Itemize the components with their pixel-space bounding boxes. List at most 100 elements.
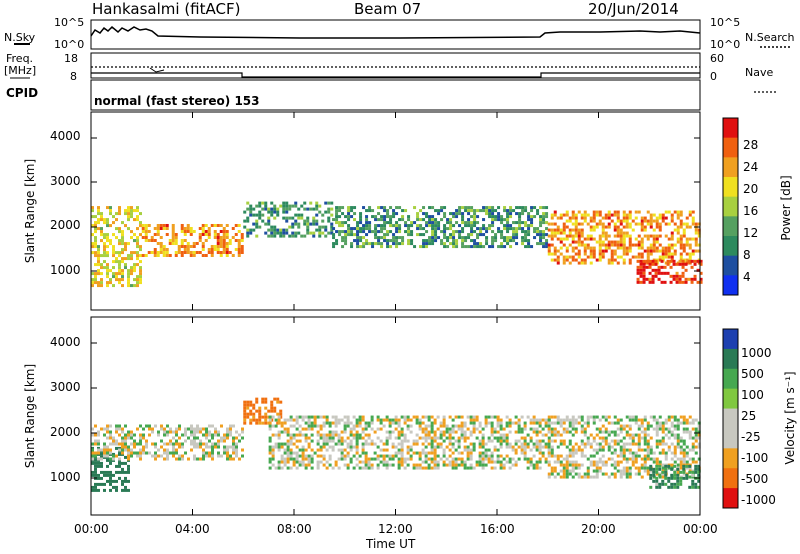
heatmap-cell: [421, 415, 425, 419]
heatmap-cell: [524, 245, 528, 249]
heatmap-cell: [127, 479, 130, 483]
heatmap-cell: [655, 467, 659, 471]
heatmap-cell: [697, 442, 701, 446]
heatmap-cell: [175, 442, 178, 446]
heatmap-cell: [365, 221, 369, 225]
heatmap-cell: [458, 209, 462, 213]
heatmap-cell: [386, 221, 390, 225]
heatmap-cell: [503, 224, 507, 228]
heatmap-cell: [526, 457, 530, 461]
heatmap-cell: [538, 418, 542, 422]
heatmap-cell: [171, 229, 175, 233]
heatmap-cell: [499, 460, 503, 464]
freq-tick-bottom: 8: [70, 70, 77, 83]
heatmap-cell: [643, 427, 647, 431]
heatmap-cell: [550, 216, 554, 220]
heatmap-cell: [157, 454, 160, 458]
heatmap-cell: [595, 475, 599, 479]
heatmap-cell: [628, 448, 632, 452]
heatmap-cell: [691, 457, 695, 461]
heatmap-cell: [418, 436, 422, 440]
heatmap-cell: [628, 240, 632, 244]
heatmap-cell: [283, 430, 287, 434]
heatmap-cell: [310, 424, 314, 428]
heatmap-cell: [103, 482, 106, 486]
heatmap-cell: [437, 236, 441, 240]
heatmap-cell: [458, 236, 462, 240]
heatmap-cell: [136, 263, 139, 267]
heatmap-cell: [291, 204, 295, 208]
heatmap-cell: [542, 245, 546, 249]
heatmap-cell: [136, 278, 139, 282]
heatmap-cell: [136, 242, 139, 246]
heatmap-cell: [430, 415, 434, 419]
heatmap-cell: [112, 479, 115, 483]
heatmap-cell: [364, 463, 368, 467]
heatmap-cell: [350, 209, 354, 213]
heatmap-cell: [694, 451, 698, 455]
heatmap-cell: [316, 460, 320, 464]
heatmap-cell: [628, 442, 632, 446]
heatmap-cell: [337, 418, 341, 422]
heatmap-cell: [539, 230, 543, 234]
heatmap-cell: [419, 218, 423, 222]
heatmap-cell: [568, 460, 572, 464]
heatmap-cell: [652, 228, 656, 232]
heatmap-cell: [106, 239, 109, 243]
heatmap-cell: [442, 418, 446, 422]
heatmap-cell: [637, 448, 641, 452]
heatmap-cell: [604, 234, 608, 238]
heatmap-cell: [475, 418, 479, 422]
heatmap-cell: [463, 466, 467, 470]
heatmap-cell: [470, 239, 474, 243]
heatmap-cell: [491, 221, 495, 225]
heatmap-cell: [201, 244, 205, 248]
heatmap-cell: [395, 230, 399, 234]
heatmap-cell: [232, 436, 235, 440]
heatmap-cell: [565, 466, 569, 470]
heatmap-cell: [628, 457, 632, 461]
heatmap-cell: [640, 418, 644, 422]
heatmap-cell: [568, 469, 572, 473]
heatmap-cell: [388, 457, 392, 461]
heatmap-cell: [556, 249, 560, 253]
heatmap-cell: [568, 418, 572, 422]
heatmap-cell: [127, 430, 130, 434]
heatmap-cell: [130, 448, 133, 452]
heatmap-cell: [547, 222, 551, 226]
heatmap-cell: [118, 206, 121, 210]
heatmap-cell: [631, 243, 635, 247]
heatmap-cell: [547, 436, 551, 440]
heatmap-cell: [562, 231, 566, 235]
heatmap-cell: [277, 415, 281, 419]
heatmap-cell: [428, 239, 432, 243]
heatmap-cell: [175, 457, 178, 461]
heatmap-cell: [616, 213, 620, 217]
heatmap-cell: [467, 218, 471, 222]
heatmap-cell: [415, 421, 419, 425]
heatmap-cell: [225, 241, 229, 245]
heatmap-cell: [226, 454, 229, 458]
heatmap-cell: [508, 466, 512, 470]
heatmap-cell: [574, 231, 578, 235]
heatmap-cell: [213, 223, 217, 227]
heatmap-cell: [425, 245, 429, 249]
heatmap-cell: [452, 236, 456, 240]
heatmap-cell: [697, 464, 701, 468]
heatmap-cell: [427, 442, 431, 446]
heatmap-cell: [301, 451, 305, 455]
heatmap-cell: [469, 448, 473, 452]
heatmap-cell: [359, 245, 363, 249]
heatmap-cell: [315, 222, 319, 226]
heatmap-cell: [211, 445, 214, 449]
heatmap-cell: [280, 460, 284, 464]
heatmap-cell: [601, 243, 605, 247]
heatmap-cell: [491, 239, 495, 243]
heatmap-cell: [679, 451, 683, 455]
heatmap-cell: [681, 259, 685, 263]
heatmap-cell: [475, 415, 479, 419]
heatmap-cell: [455, 242, 459, 246]
heatmap-cell: [258, 213, 262, 217]
heatmap-cell: [199, 442, 202, 446]
heatmap-cell: [286, 448, 290, 452]
